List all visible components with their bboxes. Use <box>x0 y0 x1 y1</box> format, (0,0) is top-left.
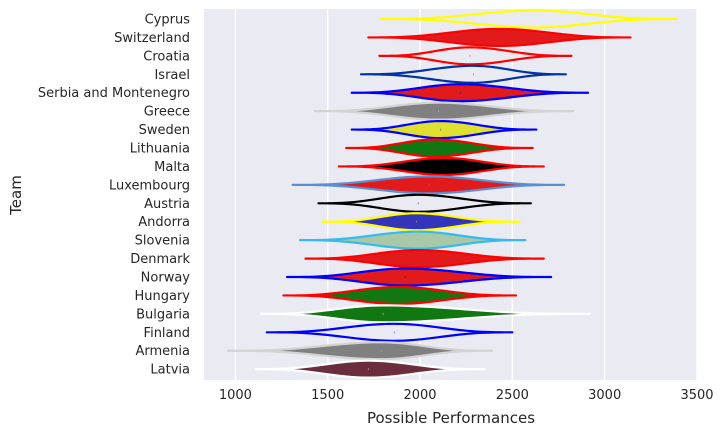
x-axis-title: Possible Performances <box>367 409 535 427</box>
y-tick-label: Greece <box>144 105 190 120</box>
violin-latvia <box>254 359 486 379</box>
y-tick-label: Andorra <box>138 215 190 230</box>
y-tick-label: Austria <box>144 197 190 212</box>
x-tick-label: 1500 <box>311 388 344 403</box>
violin-israel <box>359 64 567 84</box>
y-tick-label: Malta <box>154 160 190 175</box>
y-tick-label: Slovenia <box>135 234 190 249</box>
plot-background <box>204 9 697 380</box>
y-tick-label: Armenia <box>136 344 191 359</box>
y-tick-label: Hungary <box>134 289 190 304</box>
y-tick-label: Switzerland <box>114 31 190 46</box>
violin-sweden <box>350 119 538 140</box>
y-tick-label: Israel <box>154 68 190 83</box>
y-tick-label: Latvia <box>150 363 190 378</box>
y-tick-labels: Cyprus Switzerland Croatia Israel Serbia and… <box>38 13 191 378</box>
violin-bulgaria <box>260 304 592 324</box>
y-axis-title: Team <box>7 175 25 216</box>
x-tick-label: 3500 <box>680 388 713 403</box>
y-tick-label: Luxembourg <box>109 178 190 193</box>
violin-croatia <box>378 46 573 66</box>
y-tick-label: Cyprus <box>145 13 191 28</box>
violin-hungary <box>282 285 518 306</box>
violin-malta <box>337 156 545 177</box>
x-tick-label: 1000 <box>219 388 252 403</box>
y-tick-label: Croatia <box>143 49 190 64</box>
x-tick-label: 3000 <box>588 388 621 403</box>
violin-finland <box>265 322 514 342</box>
y-tick-label: Finland <box>144 326 190 341</box>
violin-cyprus <box>380 9 678 29</box>
y-tick-label: Bulgaria <box>136 307 190 322</box>
x-tick-label: 2000 <box>403 388 436 403</box>
y-tick-label: Sweden <box>139 123 190 138</box>
violins <box>226 9 678 379</box>
violin-denmark <box>304 249 545 269</box>
y-tick-label: Denmark <box>130 252 190 267</box>
violin-luxembourg <box>291 175 566 195</box>
y-tick-label: Lithuania <box>130 142 190 157</box>
violin-austria <box>317 193 532 213</box>
violin-norway <box>285 267 553 287</box>
y-tick-label: Serbia and Montenegro <box>38 86 190 101</box>
y-tick-label: Norway <box>141 271 191 286</box>
violin-greece <box>313 101 575 121</box>
violin-serbia-and-montenegro <box>350 83 590 103</box>
violin-armenia <box>226 341 494 361</box>
x-tick-labels: 1000 1500 2000 2500 3000 3500 <box>219 388 714 403</box>
violin-slovenia <box>298 230 527 250</box>
x-tick-label: 2500 <box>496 388 529 403</box>
violin-andorra <box>321 212 521 232</box>
violin-lithuania <box>345 138 534 158</box>
